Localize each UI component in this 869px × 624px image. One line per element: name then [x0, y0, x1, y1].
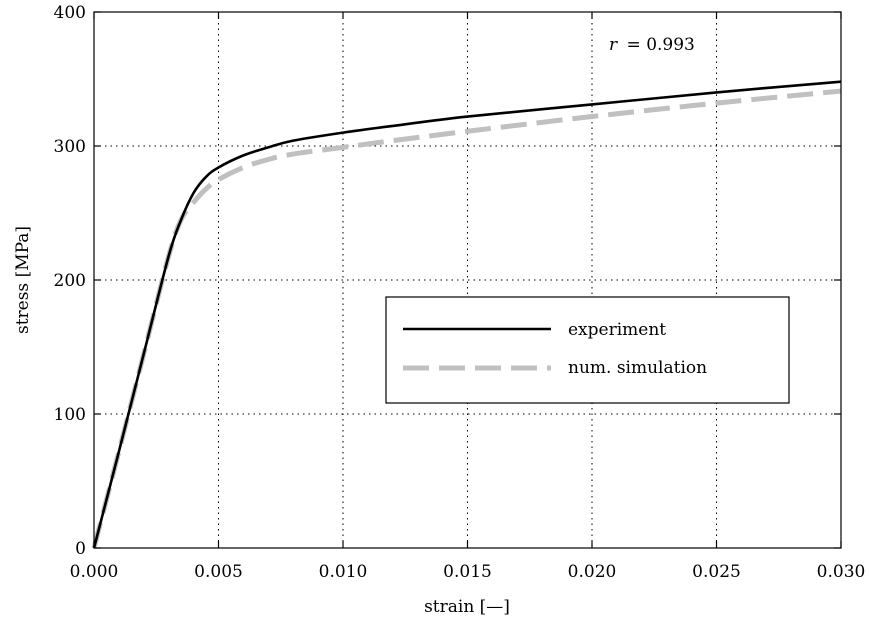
- correlation-value: = 0.993: [627, 35, 695, 55]
- legend-label-simulation: num. simulation: [568, 358, 707, 378]
- correlation-annotation: r = 0.993: [609, 35, 695, 55]
- legend-label-experiment: experiment: [568, 320, 666, 340]
- x-tick-label: 0.015: [443, 562, 492, 582]
- y-tick-label: 200: [54, 271, 86, 291]
- y-tick-label: 0: [75, 539, 86, 559]
- x-axis-title: strain [—]: [424, 597, 510, 617]
- x-tick-label: 0.025: [692, 562, 741, 582]
- x-tick-label: 0.030: [817, 562, 866, 582]
- y-tick-label: 100: [54, 405, 86, 425]
- y-tick-label: 400: [54, 3, 86, 23]
- x-tick-label: 0.005: [194, 562, 243, 582]
- grid-lines: [94, 12, 841, 548]
- x-tick-label: 0.020: [568, 562, 617, 582]
- tick-marks: [93, 11, 842, 549]
- x-tick-labels: 0.000 0.005 0.010 0.015 0.020 0.025 0.030: [70, 562, 866, 582]
- series-line-experiment: [92, 80, 842, 549]
- legend-box: [385, 296, 790, 404]
- x-tick-label: 0.000: [70, 562, 119, 582]
- y-tick-label: 300: [54, 137, 86, 157]
- series-curves: [91, 80, 842, 549]
- y-axis-title: stress [MPa]: [13, 226, 33, 334]
- y-tick-labels: 0 100 200 300 400: [54, 3, 86, 559]
- legend: experiment num. simulation: [385, 296, 790, 404]
- x-tick-label: 0.010: [319, 562, 368, 582]
- correlation-symbol: r: [609, 35, 618, 55]
